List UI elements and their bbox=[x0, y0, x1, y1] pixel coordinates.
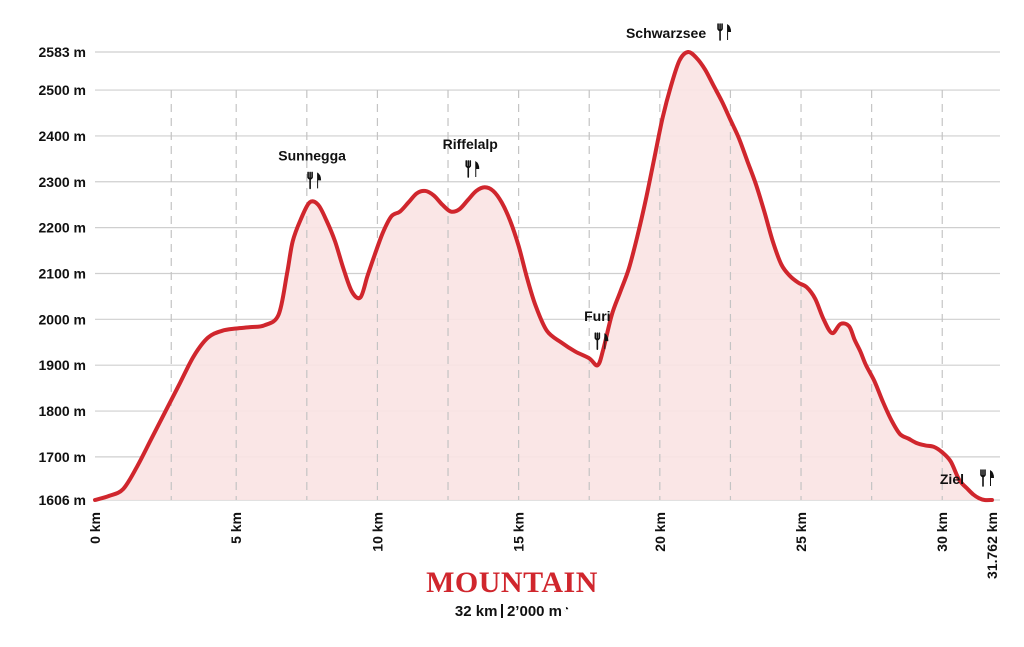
x-tick-label: 10 km bbox=[369, 512, 385, 552]
x-tick-label: 5 km bbox=[228, 512, 244, 544]
poi-marker: Sunnegga bbox=[278, 147, 346, 190]
distance-value: 32 km bbox=[454, 603, 498, 620]
poi-marker: Riffelalp bbox=[443, 136, 498, 178]
chart-title: MOUNTAIN bbox=[426, 566, 598, 599]
profile-line bbox=[93, 49, 994, 503]
x-tick-label: 20 km bbox=[652, 512, 668, 552]
poi-marker: Furi bbox=[584, 308, 611, 350]
chart-subtitle: 32 km 2’000 m◔ bbox=[0, 603, 1024, 620]
y-tick-label: 2000 m bbox=[39, 311, 86, 327]
poi-marker: Ziel bbox=[940, 469, 994, 487]
poi-label: Riffelalp bbox=[443, 136, 498, 152]
fork-knife-icon bbox=[307, 171, 322, 190]
poi-label: Ziel bbox=[940, 471, 964, 487]
vertical-dashed-lines bbox=[170, 90, 943, 500]
x-tick-label: 0 km bbox=[87, 512, 103, 544]
y-tick-label: 2400 m bbox=[39, 128, 86, 144]
fork-knife-icon bbox=[980, 469, 994, 487]
y-axis-ticks: 1606 m 1700 m 1800 m 1900 m 2000 m 2100 m 2200… bbox=[39, 44, 86, 508]
elevation-gain-value: 2’000 m bbox=[506, 603, 563, 620]
y-tick-label: 2500 m bbox=[39, 82, 86, 98]
y-tick-label: 2100 m bbox=[39, 265, 86, 281]
poi-label: Sunnegga bbox=[278, 147, 346, 163]
x-axis-ticks: 0 km 5 km 10 km 15 km 20 km 25 km 30 km 31.762 … bbox=[87, 512, 1000, 579]
separator bbox=[501, 604, 503, 618]
fork-knife-icon bbox=[465, 160, 480, 178]
y-tick-label: 2583 m bbox=[39, 44, 86, 60]
poi-marker: Schwarzsee bbox=[626, 23, 732, 41]
x-tick-label: 31.762 km bbox=[984, 512, 1000, 579]
x-tick-label: 30 km bbox=[934, 512, 950, 552]
x-tick-label: 15 km bbox=[511, 512, 527, 552]
x-tick-label: 25 km bbox=[793, 512, 809, 552]
fork-knife-icon bbox=[594, 332, 609, 350]
y-tick-label: 1606 m bbox=[39, 492, 86, 508]
fork-knife-icon bbox=[717, 23, 732, 41]
profile-area bbox=[95, 51, 992, 501]
y-tick-label: 1900 m bbox=[39, 357, 86, 373]
poi-label: Schwarzsee bbox=[626, 25, 706, 41]
poi-label: Furi bbox=[584, 308, 610, 324]
elevation-gain-icon: ◔ bbox=[563, 604, 570, 615]
y-tick-label: 1800 m bbox=[39, 403, 86, 419]
y-tick-label: 1700 m bbox=[39, 449, 86, 465]
points-of-interest: Sunnegga Riffelalp Furi Schwarzsee Ziel bbox=[278, 23, 994, 487]
y-tick-label: 2300 m bbox=[39, 174, 86, 190]
y-tick-label: 2200 m bbox=[39, 220, 86, 236]
